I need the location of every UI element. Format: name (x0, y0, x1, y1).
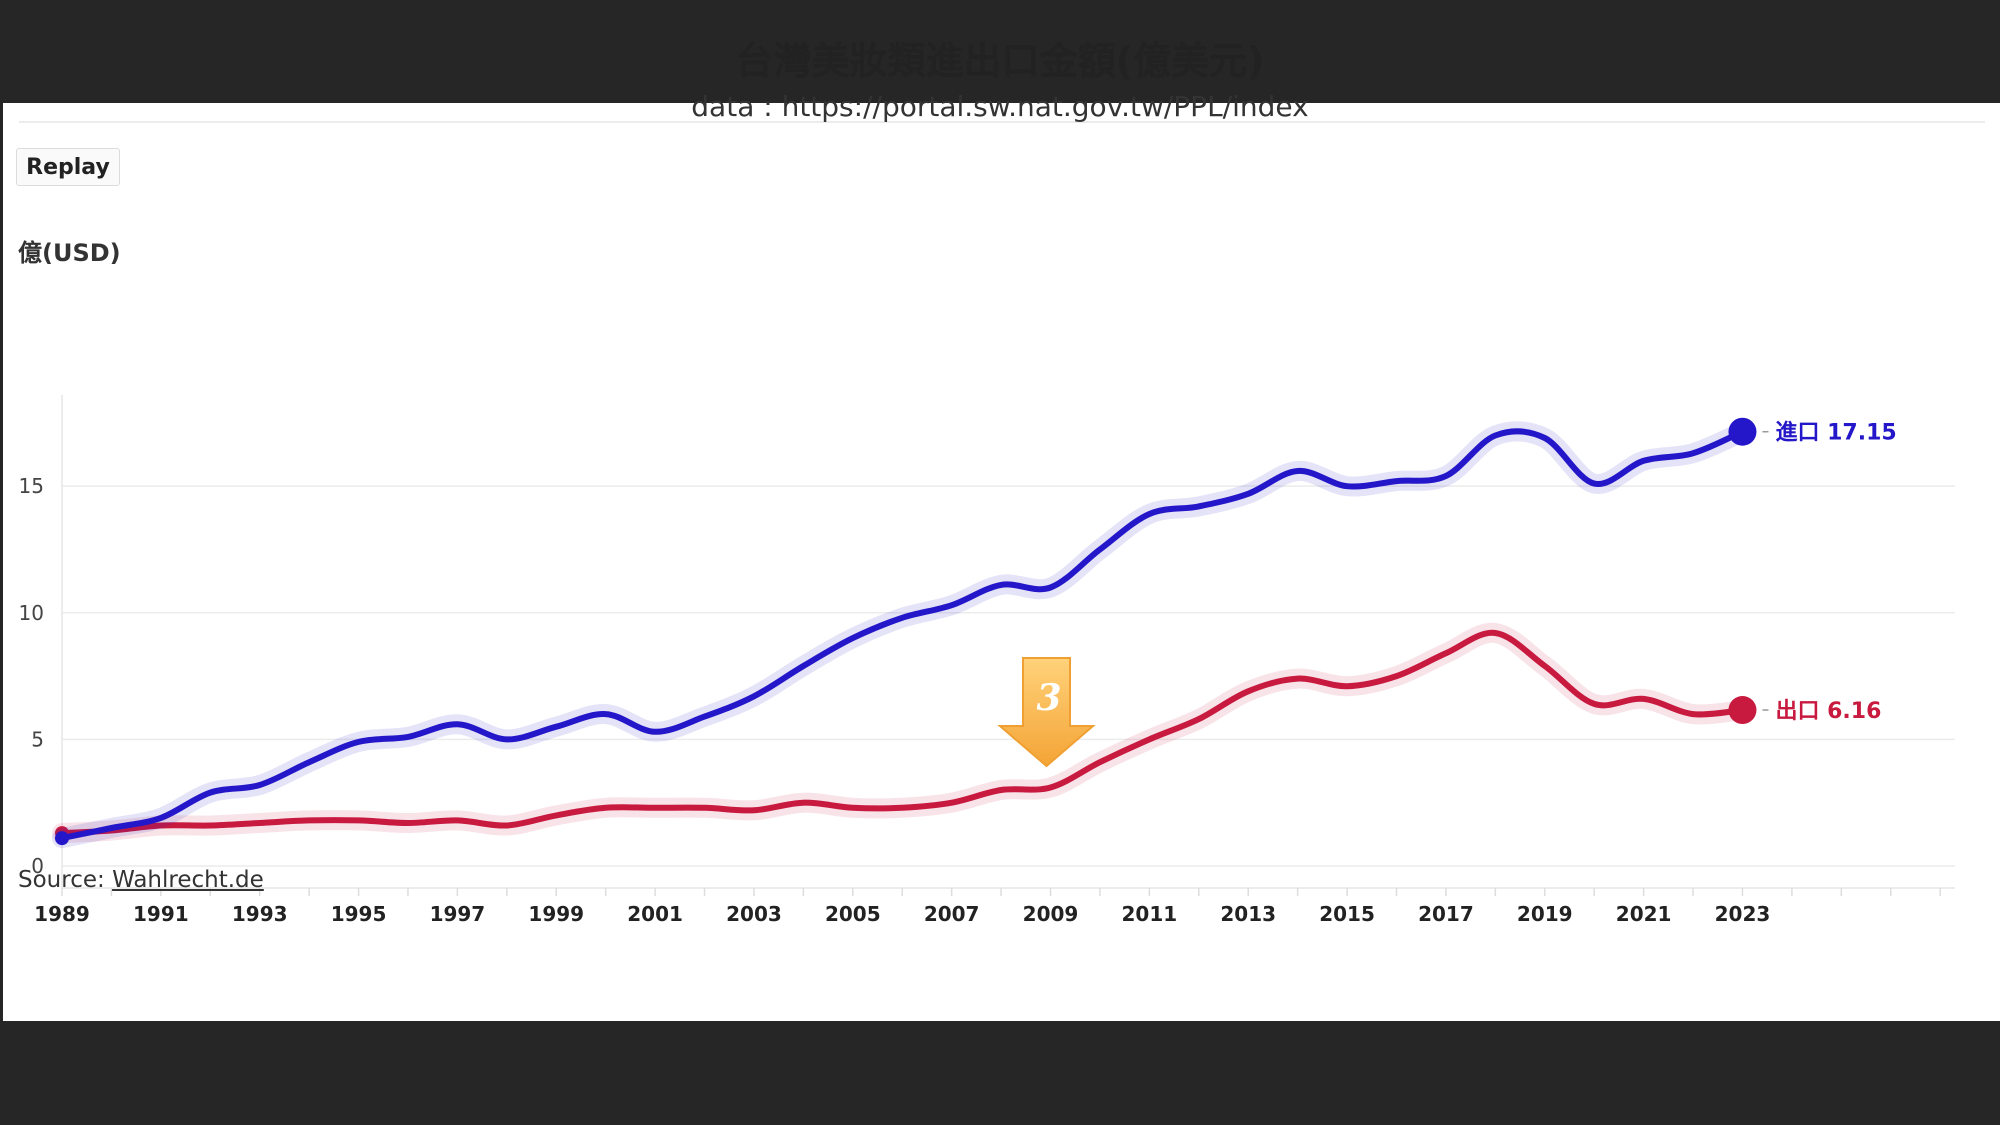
x-tick-label: 1989 (34, 902, 90, 926)
y-tick-label: 5 (31, 727, 44, 751)
x-tick-label: 2019 (1517, 902, 1573, 926)
chart-subtitle: data : https://portal.sw.nat.gov.tw/PPL/… (691, 90, 1309, 123)
series-line-1 (59, 629, 1746, 837)
x-tick-label: 2013 (1220, 902, 1276, 926)
divider (19, 121, 1985, 123)
chart-title: 台灣美妝類進出口金額(億美元) (735, 39, 1265, 83)
x-tick-label: 2009 (1023, 902, 1079, 926)
x-tick-label: 2023 (1715, 902, 1771, 926)
series-end-point-1 (1728, 696, 1757, 725)
series-glow-1 (52, 622, 1753, 844)
x-tick-label: 1993 (232, 902, 288, 926)
grid-lines (62, 485, 1955, 867)
x-tick-label: 2021 (1616, 902, 1672, 926)
source-line: Source: Wahlrecht.de (18, 867, 264, 893)
x-tick-label: 2015 (1319, 902, 1375, 926)
series-end-point-0 (1728, 417, 1757, 446)
series-start-point-0 (55, 831, 69, 846)
x-tick-label: 2017 (1418, 902, 1474, 926)
axes: 0 5 10 15 1989 1991 1993 1995 1997 1999 2001 2003 20… (19, 395, 1955, 926)
y-tick-label: 15 (19, 474, 44, 498)
chart-card (3, 103, 2000, 1021)
series-end-label-1: 出口 6.16 (1775, 699, 1881, 724)
source-link[interactable]: Wahlrecht.de (112, 867, 264, 893)
x-tick-label: 2005 (825, 902, 881, 926)
x-tick-label: 2007 (924, 902, 980, 926)
series-line-0 (59, 428, 1746, 842)
series-end-label-0: 進口 17.15 (1775, 421, 1896, 446)
y-tick-label: 0 (31, 854, 44, 878)
series-layer: 進口 17.15 出口 6.16 (52, 417, 1897, 849)
replay-button[interactable]: Replay (16, 148, 120, 186)
y-axis-label: 億(USD) (18, 239, 121, 267)
down-arrow-icon (997, 657, 1096, 768)
down-arrow-badge: 3 (997, 657, 1096, 768)
arrow-badge-number: 3 (1036, 677, 1061, 719)
x-tick-label: 2001 (627, 902, 683, 926)
x-tick-label: 1995 (331, 902, 387, 926)
y-tick-label: 10 (19, 601, 44, 625)
x-tick-label: 1999 (528, 902, 584, 926)
x-tick-label: 1997 (430, 902, 486, 926)
x-tick-label: 2003 (726, 902, 782, 926)
source-prefix: Source: (18, 867, 113, 893)
x-tick-label: 2011 (1122, 902, 1178, 926)
x-tick-label: 1991 (133, 902, 189, 926)
